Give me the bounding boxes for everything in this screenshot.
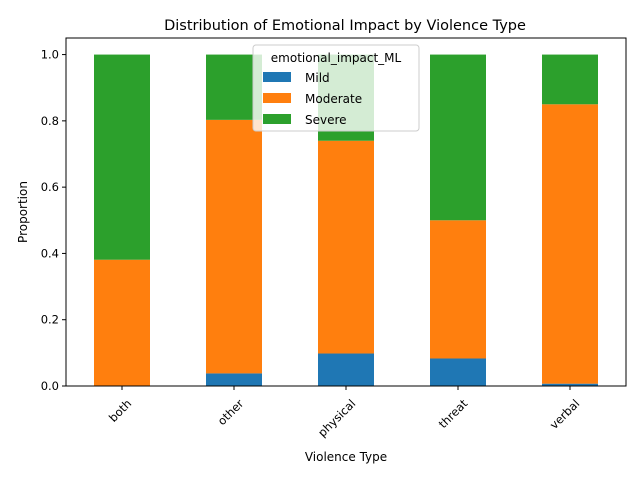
- bar-physical-mild: [318, 353, 374, 386]
- legend-label-moderate: Moderate: [305, 92, 362, 106]
- bars-layer: [94, 54, 598, 386]
- y-tick-label: 0.2: [41, 313, 59, 327]
- x-tick-label-other: other: [215, 396, 247, 428]
- y-tick-label: 0.8: [41, 114, 59, 128]
- bar-other-mild: [206, 373, 262, 386]
- y-axis-label: Proportion: [16, 181, 30, 243]
- legend-label-severe: Severe: [305, 113, 347, 127]
- bar-both-severe: [94, 54, 150, 260]
- y-tick-label: 0.6: [41, 180, 59, 194]
- y-tick-label: 1.0: [41, 48, 59, 62]
- x-axis-label: Violence Type: [305, 450, 387, 464]
- legend-title: emotional_impact_ML: [271, 51, 402, 65]
- legend-swatch-mild: [263, 72, 291, 82]
- x-tick-label-physical: physical: [315, 396, 358, 439]
- legend-items: Mild Moderate Severe: [263, 71, 362, 127]
- y-axis-ticks: 0.0 0.2 0.4 0.6 0.8 1.0: [41, 48, 66, 393]
- bar-other-moderate: [206, 119, 262, 374]
- x-axis-ticks: both other physical threat verbal: [106, 386, 582, 440]
- bar-threat-severe: [430, 54, 486, 221]
- chart-title: Distribution of Emotional Impact by Viol…: [164, 18, 526, 34]
- y-tick-label: 0.0: [41, 379, 59, 393]
- bar-both-moderate: [94, 259, 150, 386]
- bar-verbal-mild: [542, 383, 598, 386]
- legend: emotional_impact_ML Mild Moderate Severe: [252, 44, 420, 132]
- legend-frame: [252, 44, 420, 132]
- legend-swatch-moderate: [263, 93, 291, 103]
- bar-verbal-moderate: [542, 104, 598, 384]
- bar-physical-moderate: [318, 140, 374, 354]
- bar-verbal-severe: [542, 54, 598, 105]
- bar-threat-mild: [430, 358, 486, 386]
- legend-swatch-severe: [263, 114, 291, 124]
- x-tick-label-verbal: verbal: [547, 396, 582, 431]
- legend-label-mild: Mild: [305, 71, 330, 85]
- x-tick-label-threat: threat: [436, 396, 471, 431]
- y-tick-label: 0.4: [41, 246, 59, 260]
- x-tick-label-both: both: [106, 396, 134, 424]
- bar-threat-moderate: [430, 220, 486, 359]
